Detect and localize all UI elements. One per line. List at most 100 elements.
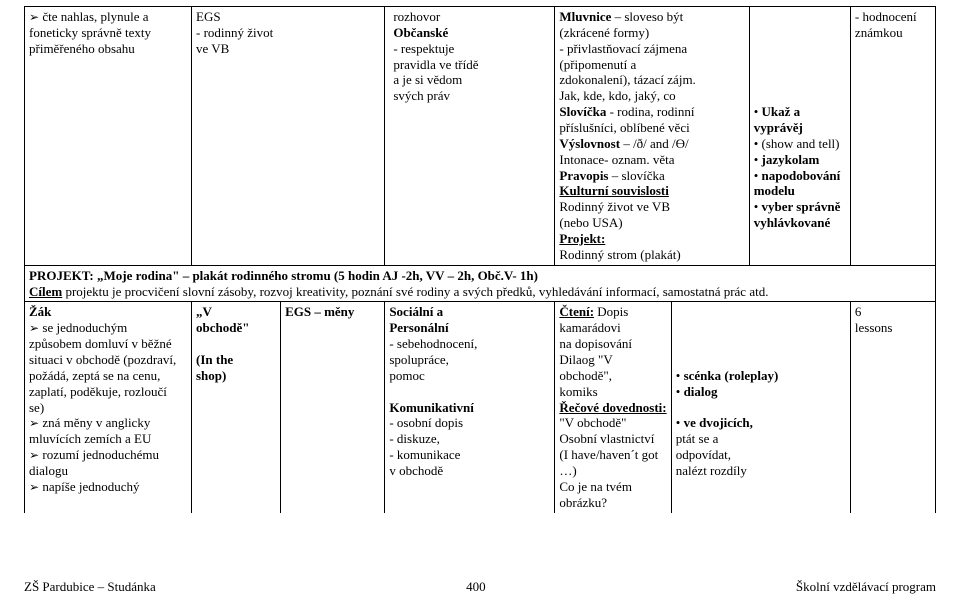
list-item: jazykolam [754,152,846,168]
text: komiks [559,384,597,399]
text: pravidla ve třídě [393,57,478,72]
cell-content: Mluvnice – sloveso být (zkrácené formy) … [555,7,749,266]
cell-outcomes: ➢ čte nahlas, plynule a foneticky správn… [25,7,192,266]
text: - hodnocení [855,9,917,24]
text: Kulturní souvislosti [559,183,668,198]
text: požádá, zeptá se na cenu, [29,368,160,383]
text: Výslovnost [559,136,620,151]
table-row: PROJEKT: „Moje rodina" – plakát rodinnéh… [25,265,936,302]
text: foneticky správně texty [29,25,151,40]
cell-crosscurricular: EGS – měny [281,302,385,513]
text: EGS [196,9,221,24]
text: Rodinný strom (plakát) [559,247,680,262]
text: Žák [29,304,51,319]
curriculum-table: ➢ čte nahlas, plynule a foneticky správn… [24,6,936,513]
text: PROJEKT: „Moje rodina" – plakát rodinnéh… [29,268,538,283]
text: - osobní dopis [389,415,463,430]
text: (zkrácené formy) [559,25,649,40]
text: ve VB [196,41,229,56]
text: příslušníci, oblíbené věci [559,120,689,135]
footer-left: ZŠ Pardubice – Studánka [24,579,156,595]
text: - rodinný život [196,25,273,40]
footer-right: Školní vzdělávací program [796,579,936,595]
text: zná měny v anglicky [42,415,150,430]
cell-methods: Ukaž a vyprávěj (show and tell) jazykola… [749,7,850,266]
text: Slovíčka [559,104,606,119]
text: spolupráce, [389,352,449,367]
text: dialogu [29,463,68,478]
text: Sociální a [389,304,443,319]
bullet-list: Ukaž a vyprávěj (show and tell) jazykola… [754,104,846,231]
list-item: dialog [676,384,846,400]
text: mluvících zemích a EU [29,431,151,446]
text: Mluvnice [559,9,611,24]
list-item: scénka (roleplay) [676,368,846,384]
page-footer: ZŠ Pardubice – Studánka 400 Školní vzděl… [24,579,936,595]
cell-competence: rozhovor Občanské - respektuje pravidla … [385,7,555,266]
text: se) [29,400,44,415]
cell-time: 6 lessons [850,302,935,513]
list-item: Ukaž a vyprávěj [754,104,846,136]
text: rozhovor [393,9,440,24]
text: Intonace- oznam. věta [559,152,674,167]
text: - přivlastňovací zájmena [559,41,687,56]
text: způsobem domluví v běžné [29,336,172,351]
text: Komunikativní [389,400,474,415]
cell-topic: „V obchodě" (In the shop) [192,302,281,513]
text: (připomenutí a [559,57,636,72]
cell-competence: Sociální a Personální - sebehodnocení, s… [385,302,555,513]
cell-content: Čtení: Dopis kamarádovi na dopisování Di… [555,302,671,513]
list-item: vyber správně vyhlávkované [754,199,846,231]
text: Co je na tvém obrázku? [559,479,632,510]
text: – slovíčka [609,168,665,183]
cell-project: PROJEKT: „Moje rodina" – plakát rodinnéh… [25,265,936,302]
text: lessons [855,320,893,335]
text: a je si vědom [393,72,462,87]
text: – sloveso být [611,9,683,24]
text: situaci v obchodě (pozdraví, [29,352,176,367]
text: - respektuje [393,41,454,56]
cell-crosscurricular: EGS - rodinný život ve VB [192,7,385,266]
text: Řečové dovednosti: [559,400,666,415]
text: Dilaog "V obchodě", [559,352,612,383]
text: 6 [855,304,862,319]
list-item: ve dvojicích, ptát se a odpovídat, naléz… [676,415,846,478]
text: nalézt rozdíly [676,463,747,478]
text: známkou [855,25,903,40]
text: Projekt: [559,231,605,246]
text: - rodina, rodinní [606,104,694,119]
text: odpovídat, [676,447,731,462]
text: - komunikace [389,447,460,462]
text: ptát se a [676,431,719,446]
text: se jednoduchým [42,320,127,335]
text: (In the [196,352,233,367]
list-item: (show and tell) [754,136,846,152]
text: přiměřeného obsahu [29,41,135,56]
text: – /ð/ and /Ө/ [620,136,689,151]
text: v obchodě [389,463,443,478]
table-row: Žák ➢ se jednoduchým způsobem domluví v … [25,302,936,513]
text: - sebehodnocení, [389,336,477,351]
text: (nebo USA) [559,215,622,230]
text: svých práv [393,88,450,103]
table-row: ➢ čte nahlas, plynule a foneticky správn… [25,7,936,266]
cell-evaluation: - hodnocení známkou [850,7,935,266]
text: Personální [389,320,448,335]
text: Občanské [393,25,448,40]
text: obchodě" [196,320,249,335]
text: "V obchodě" [559,415,626,430]
bullet-list: scénka (roleplay) dialog [676,368,846,400]
text: napíše jednoduchý [42,479,139,494]
bullet-list: ve dvojicích, ptát se a odpovídat, naléz… [676,415,846,478]
text: Osobní vlastnictví [559,431,654,446]
text: rozumí jednoduchému [42,447,159,462]
text: zaplatí, poděkuje, rozloučí [29,384,167,399]
text: Pravopis [559,168,608,183]
text: Cílem [29,284,62,299]
list-item: napodobování modelu [754,168,846,200]
text: projektu je procvičení slovní zásoby, ro… [62,284,768,299]
text: - diskuze, [389,431,440,446]
cell-outcomes: Žák ➢ se jednoduchým způsobem domluví v … [25,302,192,513]
text: EGS – měny [285,304,354,319]
footer-page-number: 400 [466,579,486,595]
